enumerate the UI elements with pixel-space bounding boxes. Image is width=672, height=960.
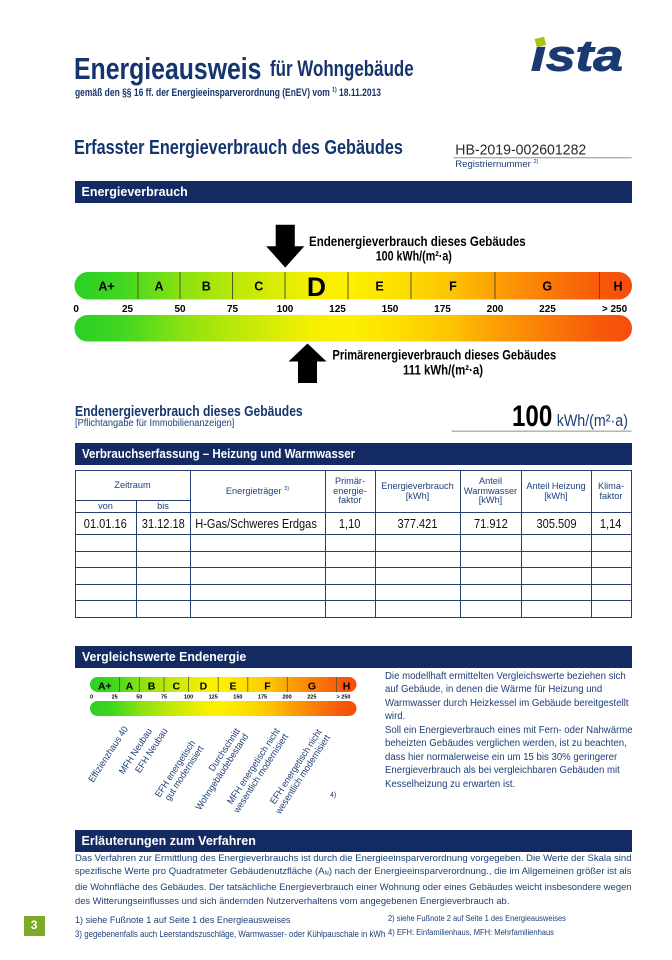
svg-text:75: 75 [227,304,239,315]
svg-text:75: 75 [161,695,167,701]
svg-text:E: E [375,280,383,294]
svg-text:B: B [202,280,211,294]
svg-text:A: A [126,681,134,693]
svg-text:100: 100 [184,695,193,701]
svg-text:A+: A+ [98,681,112,693]
svg-text:Primärenergieverbrauch dieses: Primärenergieverbrauch dieses Gebäudes [332,348,556,363]
svg-text:G: G [308,681,316,693]
svg-text:kWh/(m²·a): kWh/(m²·a) [557,411,628,430]
svg-text:200: 200 [283,695,292,701]
svg-text:111 kWh/(m²·a): 111 kWh/(m²·a) [403,363,483,378]
svg-text:> 250: > 250 [602,304,628,315]
svg-text:25: 25 [112,695,118,701]
svg-text:50: 50 [136,695,142,701]
svg-text:H: H [613,280,622,294]
svg-text:0: 0 [73,304,79,315]
svg-text:225: 225 [539,304,556,315]
svg-text:0: 0 [90,695,93,701]
svg-text:D: D [307,272,326,302]
svg-text:HB-2019-002601282: HB-2019-002601282 [455,142,586,158]
svg-text:50: 50 [174,304,186,315]
svg-text:200: 200 [487,304,504,315]
svg-text:125: 125 [329,304,346,315]
svg-text:ısta: ısta [531,31,623,80]
svg-text:E: E [229,681,236,693]
svg-text:125: 125 [209,695,218,701]
svg-text:Endenergieverbrauch dieses Geb: Endenergieverbrauch dieses Gebäudes [309,234,526,249]
svg-text:C: C [254,280,263,294]
svg-text:25: 25 [122,304,134,315]
svg-text:H: H [343,681,351,693]
svg-text:B: B [148,681,156,693]
svg-text:D: D [200,681,208,693]
svg-text:A+: A+ [98,280,114,294]
svg-text:F: F [264,681,271,693]
svg-text:150: 150 [382,304,399,315]
svg-text:100 kWh/(m²·a): 100 kWh/(m²·a) [376,249,452,264]
svg-text:225: 225 [307,695,316,701]
svg-text:150: 150 [233,695,242,701]
svg-text:A: A [154,280,163,294]
svg-text:175: 175 [434,304,451,315]
svg-text:> 250: > 250 [337,695,351,701]
svg-text:C: C [173,681,181,693]
svg-text:F: F [449,280,457,294]
svg-text:100: 100 [512,400,552,433]
svg-text:100: 100 [277,304,294,315]
svg-text:G: G [542,280,552,294]
svg-text:175: 175 [258,695,267,701]
